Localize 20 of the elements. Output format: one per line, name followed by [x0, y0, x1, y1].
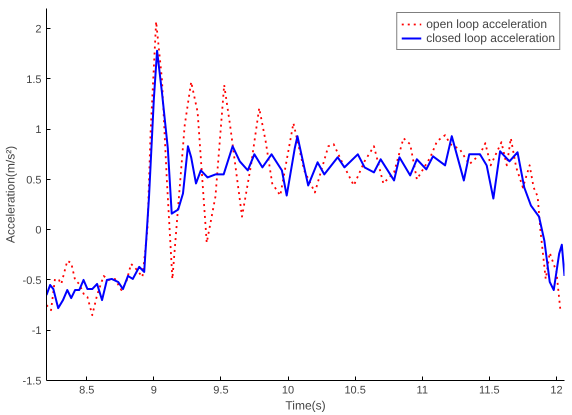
x-axis-title: Time(s): [285, 398, 326, 412]
y-tick-label: 1.5: [26, 74, 42, 86]
y-tick-label: 2: [35, 24, 42, 36]
x-tick-label: 11: [416, 384, 428, 396]
y-tick-label: 0: [35, 224, 42, 237]
y-tick-label: -1: [32, 325, 42, 338]
x-tick-label: 10: [282, 384, 294, 396]
x-tick-label: 10.5: [344, 384, 366, 396]
x-tick-label: 11.5: [479, 384, 500, 396]
y-tick-label: -0.5: [22, 274, 42, 287]
legend-label: closed loop acceleration: [426, 31, 555, 45]
y-tick-label: 1: [35, 124, 42, 136]
legend-label: open loop acceleration: [426, 17, 548, 31]
y-tick-label: -1.5: [22, 376, 42, 388]
x-tick-label: 9.5: [213, 384, 229, 396]
y-tick-label: 0.5: [26, 174, 42, 186]
x-tick-label: 12: [550, 384, 563, 396]
y-axis-title: Acceleration(m/s²): [4, 146, 18, 244]
x-tick-label: 9: [150, 384, 157, 396]
x-tick-label: 8.5: [79, 384, 94, 396]
